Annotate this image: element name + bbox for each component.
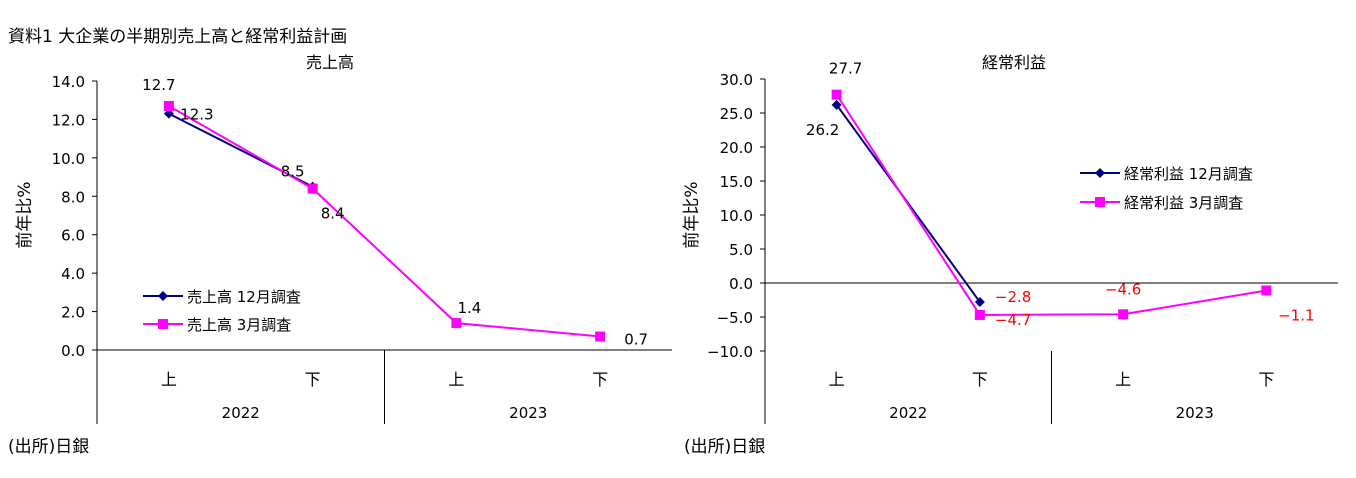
y-axis-title: 前年比% [15, 181, 35, 248]
data-point [307, 183, 318, 194]
data-label: −2.8 [995, 288, 1031, 306]
legend-marker [1095, 197, 1105, 207]
y-tick-label: 14.0 [52, 73, 85, 91]
x-group-label: 2023 [509, 404, 547, 422]
series-line [835, 94, 1267, 316]
y-tick-label: 25.0 [720, 105, 753, 123]
source-note-right: (出所)日銀 [684, 437, 766, 457]
y-tick-label: −10.0 [707, 343, 753, 361]
x-group-label: 2023 [1176, 404, 1214, 422]
y-tick-label: 10.0 [720, 207, 753, 225]
y-tick-label: 30.0 [720, 71, 753, 89]
y-tick-label: 10.0 [52, 150, 85, 168]
legend-label: 経常利益 3月調査 [1124, 194, 1243, 212]
data-label: 12.3 [180, 106, 213, 124]
data-point [595, 331, 606, 342]
y-tick-label: 6.0 [61, 227, 85, 245]
data-point [831, 99, 842, 110]
legend-marker [1095, 168, 1105, 178]
data-label: −4.6 [1105, 280, 1141, 298]
y-tick-label: 15.0 [720, 173, 753, 191]
x-category-label: 下 [1258, 370, 1274, 389]
y-axis-title: 前年比% [682, 181, 702, 248]
y-tick-label: 12.0 [52, 111, 85, 129]
legend-label: 経常利益 12月調査 [1124, 165, 1253, 183]
data-point [1118, 309, 1129, 320]
x-category-label: 下 [972, 370, 988, 389]
data-label: 12.7 [142, 76, 175, 94]
series-line [168, 105, 601, 338]
data-point [974, 297, 985, 308]
data-label: 1.4 [457, 299, 481, 317]
data-label: 27.7 [829, 60, 862, 78]
data-label: −4.7 [995, 311, 1031, 329]
legend-marker [158, 319, 168, 329]
data-point [831, 89, 842, 100]
y-tick-label: 0.0 [61, 342, 85, 360]
x-category-label: 上 [1115, 370, 1131, 389]
y-tick-label: 20.0 [720, 139, 753, 157]
data-point [1261, 285, 1272, 296]
data-label: 0.7 [624, 331, 648, 349]
data-label: −1.1 [1278, 306, 1314, 324]
data-label: 26.2 [806, 121, 839, 139]
y-tick-label: 4.0 [61, 265, 85, 283]
chart-title: 売上高 [306, 53, 354, 72]
x-category-label: 下 [305, 370, 321, 389]
x-category-label: 上 [161, 370, 177, 389]
y-tick-label: 8.0 [61, 188, 85, 206]
y-tick-label: 0.0 [729, 275, 753, 293]
legend-label: 売上高 3月調査 [187, 316, 291, 334]
page-title: 資料1 大企業の半期別売上高と経常利益計画 [8, 27, 348, 47]
chart-title: 経常利益 [982, 53, 1046, 72]
source-note-left: (出所)日銀 [8, 437, 90, 457]
y-tick-label: 5.0 [729, 241, 753, 259]
y-tick-label: 2.0 [61, 304, 85, 322]
data-point [163, 100, 174, 111]
data-point [974, 309, 985, 320]
data-label: 8.5 [281, 163, 305, 181]
y-tick-label: −5.0 [717, 309, 753, 327]
x-category-label: 上 [448, 370, 464, 389]
x-group-label: 2022 [889, 404, 927, 422]
x-category-label: 上 [829, 370, 845, 389]
data-point [451, 318, 462, 329]
x-group-label: 2022 [222, 404, 260, 422]
data-label: 8.4 [321, 205, 345, 223]
legend-marker [158, 291, 168, 301]
data-point [163, 108, 174, 119]
legend-label: 売上高 12月調査 [187, 288, 301, 306]
x-category-label: 下 [592, 370, 608, 389]
